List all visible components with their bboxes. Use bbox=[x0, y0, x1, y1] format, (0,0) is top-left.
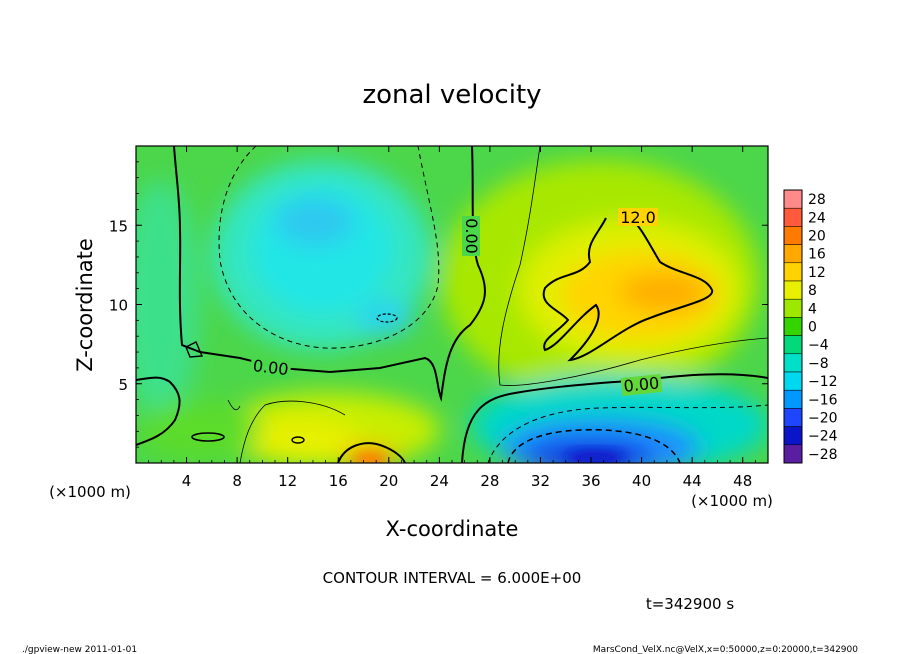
neg-contour-inner-bottom bbox=[507, 429, 681, 463]
contour-lines bbox=[136, 146, 768, 463]
colorbar-label: −28 bbox=[808, 447, 838, 463]
colorbar-swatch bbox=[783, 426, 803, 446]
colorbar-label: −24 bbox=[808, 429, 838, 445]
colorbar-swatch bbox=[783, 244, 803, 264]
colorbar-label: 0 bbox=[808, 320, 817, 336]
contour-label-0-vertical: 0.00 bbox=[462, 218, 481, 254]
colorbar-swatch bbox=[783, 226, 803, 245]
x-tick-label: 28 bbox=[480, 472, 499, 490]
colorbar-frame bbox=[783, 189, 803, 464]
zero-contour-left bbox=[173, 146, 486, 402]
y-tick-label: 10 bbox=[109, 297, 128, 315]
zero-contour-lower-left bbox=[136, 376, 181, 446]
x-tick-label: 4 bbox=[182, 472, 192, 490]
chart-title: zonal velocity bbox=[362, 80, 541, 110]
colorbar-label: −16 bbox=[808, 392, 838, 408]
colorbar-label: 4 bbox=[808, 301, 817, 317]
colorbar-label: −4 bbox=[808, 338, 829, 354]
colorbar-label: 8 bbox=[808, 283, 817, 299]
neg-contour-bottom-right bbox=[487, 404, 768, 463]
y-axis-ticks: 5 10 15 bbox=[109, 145, 768, 464]
colorbar-swatch bbox=[783, 317, 803, 336]
x-tick-label: 40 bbox=[632, 472, 651, 490]
colorbar-swatch bbox=[783, 262, 803, 282]
colorbar-swatch bbox=[783, 298, 803, 318]
x-axis-ticks: 4 8 12 16 20 24 28 32 36 40 44 48 bbox=[135, 146, 769, 490]
x-tick-label: 36 bbox=[581, 472, 600, 490]
y-tick-label: 5 bbox=[118, 376, 128, 394]
x-tick-label: 32 bbox=[531, 472, 550, 490]
colorbar-label: −12 bbox=[808, 374, 838, 390]
colorbar-swatch bbox=[783, 189, 803, 209]
zero-contour-right bbox=[461, 373, 768, 463]
colorbar-swatch bbox=[783, 408, 803, 427]
contour-label-12: 12.0 bbox=[620, 208, 656, 227]
colorbar-swatch bbox=[783, 371, 803, 391]
colorbar-label: −8 bbox=[808, 356, 829, 372]
x-unit-label: (×1000 m) bbox=[49, 483, 131, 501]
colorbar-label: 20 bbox=[808, 229, 826, 245]
colorbar-label: −20 bbox=[808, 411, 838, 427]
colorbar-swatch bbox=[783, 444, 803, 464]
colorbar-label: 28 bbox=[808, 192, 826, 208]
twelve-contour-bottom bbox=[337, 442, 406, 463]
contour-labels: 12.0 0.00 0.00 0.00 bbox=[249, 208, 663, 397]
colorbar-swatch bbox=[783, 280, 803, 300]
x-tick-label: 12 bbox=[278, 472, 297, 490]
source-text: MarsCond_VelX.nc@VelX,x=0:50000,z=0:2000… bbox=[593, 645, 858, 654]
x-tick-label: 48 bbox=[733, 472, 752, 490]
program-text: ./gpview-new 2011-01-01 bbox=[22, 645, 137, 654]
colorbar: 28 24 20 16 12 8 4 0 −4 −8 −12 −16 −20 −24 −28 bbox=[783, 189, 838, 464]
colorbar-swatch bbox=[783, 335, 803, 355]
y-unit-label: (×1000 m) bbox=[691, 492, 773, 510]
y-axis-label: Z-coordinate bbox=[73, 238, 97, 372]
colorbar-swatch bbox=[783, 389, 803, 409]
contour-label-0-right: 0.00 bbox=[623, 373, 660, 396]
x-tick-label: 16 bbox=[329, 472, 348, 490]
colorbar-label: 24 bbox=[808, 210, 826, 226]
x-tick-label: 24 bbox=[430, 472, 449, 490]
heatmap-field: 12.0 0.00 0.00 0.00 bbox=[136, 146, 768, 463]
colorbar-swatch bbox=[783, 207, 803, 227]
colorbar-label: 12 bbox=[808, 265, 826, 281]
neg-contour-upper-left bbox=[218, 146, 440, 349]
x-tick-label: 8 bbox=[232, 472, 242, 490]
x-axis-label: X-coordinate bbox=[386, 517, 519, 541]
colorbar-label: 16 bbox=[808, 247, 826, 263]
x-tick-label: 44 bbox=[683, 472, 702, 490]
y-tick-label: 15 bbox=[109, 217, 128, 235]
contour-interval-text: CONTOUR INTERVAL = 6.000E+00 bbox=[323, 569, 582, 587]
contour-label-0-left: 0.00 bbox=[252, 356, 290, 379]
twelve-contour bbox=[542, 217, 714, 362]
colorbar-swatch bbox=[783, 353, 803, 373]
time-text: t=342900 s bbox=[646, 595, 734, 613]
x-tick-label: 20 bbox=[379, 472, 398, 490]
